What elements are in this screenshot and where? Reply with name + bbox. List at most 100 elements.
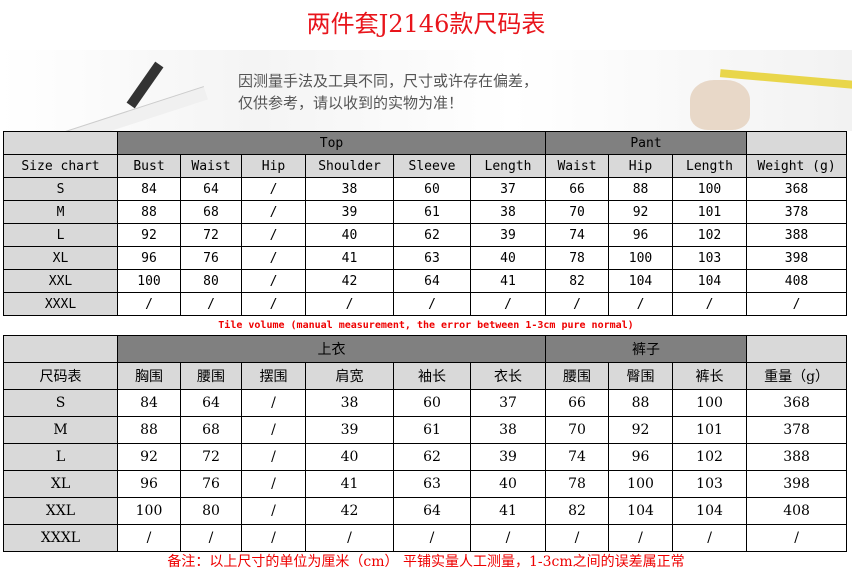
size-cell: M (3, 200, 118, 224)
value-cell: 76 (180, 470, 242, 498)
value-cell: 368 (746, 389, 848, 417)
size-cell: XXXL (3, 524, 118, 552)
column-header: 重量（g） (746, 362, 848, 390)
value-cell: 398 (746, 470, 848, 498)
column-header: Sleeve (393, 154, 471, 178)
size-cell: S (3, 389, 118, 417)
value-cell: / (746, 524, 848, 552)
value-cell: 40 (469, 470, 547, 498)
table-row: L 92 72/40 62 39 74 96 102 388 (3, 223, 848, 247)
value-cell: / (241, 470, 306, 498)
value-cell: 38 (469, 200, 547, 224)
value-cell: / (241, 292, 306, 316)
value-cell: 42 (305, 269, 394, 293)
value-cell: 96 (608, 223, 674, 247)
column-header: 腰围 (180, 362, 242, 390)
value-cell: / (469, 292, 547, 316)
value-cell: / (672, 524, 748, 552)
value-cell: 60 (393, 177, 471, 201)
value-cell: 96 (117, 246, 181, 270)
value-cell: 74 (545, 223, 610, 247)
measurement-note-english: Tile volume (manual measurement, the err… (218, 320, 634, 331)
value-cell: / (180, 524, 242, 552)
column-header: 摆围 (241, 362, 306, 390)
value-cell: 66 (545, 177, 610, 201)
group-top: 上衣 (116, 335, 547, 363)
value-cell: 378 (746, 200, 848, 224)
value-cell: 100 (672, 389, 748, 417)
table-row: L 92 72/40 62 39 74 96 102 388 (3, 443, 848, 471)
value-cell: 408 (746, 269, 848, 293)
value-cell: 37 (469, 389, 547, 417)
value-cell: / (117, 292, 181, 316)
value-cell: 82 (545, 497, 610, 525)
value-cell: 100 (608, 246, 674, 270)
size-cell: L (3, 443, 118, 471)
banner-image: 因测量手法及工具不同，尺寸或许存在偏差， 仅供参考，请以收到的实物为准！ (0, 50, 852, 152)
value-cell: 78 (545, 470, 610, 498)
group-top: Top (116, 131, 547, 155)
measurement-note-chinese: 备注：以上尺寸的单位为厘米（cm） 平铺实量人工测量，1-3cm之间的误差属正常 (167, 554, 685, 570)
value-cell: 62 (393, 443, 471, 471)
size-cell: S (3, 177, 118, 201)
value-cell: 70 (545, 200, 610, 224)
value-cell: 92 (608, 416, 674, 444)
value-cell: 40 (305, 443, 394, 471)
value-cell: 61 (393, 200, 471, 224)
blank-cell (746, 131, 848, 155)
value-cell: 88 (117, 416, 181, 444)
group-header-row: 上衣 裤子 (3, 335, 848, 363)
value-cell: 100 (117, 497, 181, 525)
value-cell: / (241, 223, 306, 247)
value-cell: 63 (393, 246, 471, 270)
column-header: 臀围 (608, 362, 674, 390)
value-cell: 92 (117, 223, 181, 247)
value-cell: 101 (672, 200, 748, 224)
value-cell: 66 (545, 389, 610, 417)
value-cell: 88 (608, 177, 674, 201)
size-cell: L (3, 223, 118, 247)
value-cell: 64 (180, 177, 242, 201)
value-cell: 378 (746, 416, 848, 444)
value-cell: / (241, 497, 306, 525)
column-header: 袖长 (393, 362, 471, 390)
column-header: Length (672, 154, 748, 178)
column-header: 衣长 (469, 362, 547, 390)
value-cell: 388 (746, 223, 848, 247)
value-cell: 72 (180, 443, 242, 471)
column-header: Weight (g) (746, 154, 848, 178)
value-cell: 84 (117, 389, 181, 417)
value-cell: 40 (305, 223, 394, 247)
column-header: 裤长 (672, 362, 748, 390)
value-cell: / (305, 524, 394, 552)
value-cell: 64 (180, 389, 242, 417)
value-cell: 39 (305, 200, 394, 224)
value-cell: 100 (117, 269, 181, 293)
value-cell: 64 (393, 497, 471, 525)
value-cell: 88 (608, 389, 674, 417)
group-header-row: Top Pant (3, 131, 848, 155)
table-row: M 88 68/39 61 38 70 92 101 378 (3, 200, 848, 224)
column-header: Bust (117, 154, 181, 178)
size-table-english: Top Pant Size chart Bust Waist Hip Shoulder Sle… (3, 131, 848, 316)
value-cell: 408 (746, 497, 848, 525)
value-cell: 68 (180, 416, 242, 444)
value-cell: 62 (393, 223, 471, 247)
value-cell: 40 (469, 246, 547, 270)
value-cell: 68 (180, 200, 242, 224)
column-header: Hip (241, 154, 306, 178)
value-cell: 104 (672, 497, 748, 525)
value-cell: 41 (469, 497, 547, 525)
column-header: Waist (545, 154, 610, 178)
size-cell: XXL (3, 497, 118, 525)
size-cell: XL (3, 470, 118, 498)
value-cell: 64 (393, 269, 471, 293)
value-cell: 92 (608, 200, 674, 224)
banner-text: 因测量手法及工具不同，尺寸或许存在偏差， 仅供参考，请以收到的实物为准！ (238, 72, 539, 112)
value-cell: 88 (117, 200, 181, 224)
value-cell: / (393, 524, 471, 552)
value-cell: 41 (305, 246, 394, 270)
value-cell: 100 (608, 470, 674, 498)
table-row: S 84 64/38 60 37 66 88 100 368 (3, 177, 848, 201)
value-cell: 38 (305, 389, 394, 417)
